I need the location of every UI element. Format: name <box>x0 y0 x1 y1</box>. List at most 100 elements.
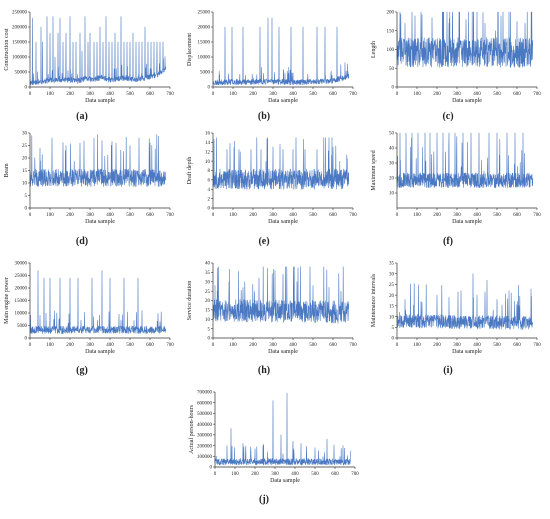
y-tick-label: 5 <box>208 327 211 332</box>
y-tick-label: 200000 <box>197 444 213 449</box>
x-axis-label: Data sample <box>268 219 298 225</box>
y-tick-label: 0 <box>25 86 28 91</box>
x-tick-label: 0 <box>29 343 32 348</box>
y-tick-label: 25 <box>205 290 211 295</box>
y-axis-label: Main engine power <box>4 277 10 324</box>
y-tick-label: 14 <box>205 141 211 146</box>
y-tick-label: 30000 <box>15 262 28 267</box>
y-tick-label: 25000 <box>15 274 28 279</box>
x-tick-label: 300 <box>453 343 461 348</box>
x-tick-label: 100 <box>229 213 237 218</box>
x-tick-label: 400 <box>289 213 297 218</box>
x-tick-label: 500 <box>493 213 501 218</box>
y-axis-label: Construction cost <box>4 28 10 70</box>
y-tick-label: 2 <box>208 197 211 202</box>
panel-label: (f) <box>443 236 453 247</box>
panel-label: (g) <box>76 365 88 376</box>
y-tick-label: 30 <box>389 272 395 277</box>
x-tick-label: 600 <box>513 213 521 218</box>
x-tick-label: 100 <box>229 92 237 97</box>
y-tick-label: 25000 <box>198 11 211 16</box>
y-axis-label: Service duration <box>187 281 193 321</box>
x-tick-label: 700 <box>349 92 357 97</box>
x-tick-label: 100 <box>413 213 421 218</box>
x-axis-label: Data sample <box>85 98 115 104</box>
x-tick-label: 200 <box>66 92 74 97</box>
y-tick-label: 0 <box>25 207 28 212</box>
x-tick-label: 700 <box>351 472 359 477</box>
y-tick-label: 6 <box>208 179 211 184</box>
x-tick-label: 400 <box>106 92 114 97</box>
x-tick-label: 300 <box>453 213 461 218</box>
panel-b: 0 100 200 300 400 500 600 700 0 5000 10000 15000 200… <box>187 11 357 122</box>
x-tick-label: 400 <box>289 343 297 348</box>
x-tick-label: 0 <box>29 92 32 97</box>
y-tick-label: 10 <box>22 182 28 187</box>
x-tick-label: 700 <box>349 213 357 218</box>
x-tick-label: 0 <box>396 343 399 348</box>
x-tick-label: 700 <box>166 92 174 97</box>
y-tick-label: 8 <box>208 169 211 174</box>
y-tick-label: 500000 <box>197 412 213 417</box>
panel-d: 0 100 200 300 400 500 600 700 0 5 10 15 20 25 30 Data s… <box>4 132 174 247</box>
y-tick-label: 300000 <box>197 434 213 439</box>
panel-label: (a) <box>76 111 88 122</box>
y-tick-label: 150000 <box>12 41 28 46</box>
panel-f: 0 100 200 300 400 500 600 700 10 20 30 40 50 Data sam… <box>371 132 541 247</box>
x-tick-label: 600 <box>329 92 337 97</box>
x-tick-label: 100 <box>229 343 237 348</box>
y-tick-label: 0 <box>208 337 211 342</box>
y-tick-label: 15000 <box>15 299 28 304</box>
x-tick-label: 100 <box>231 472 239 477</box>
x-axis-label: Data sample <box>452 219 482 225</box>
y-tick-label: 50000 <box>15 71 28 76</box>
panel-label: (b) <box>258 111 270 122</box>
x-tick-label: 600 <box>513 343 521 348</box>
x-tick-label: 700 <box>533 343 541 348</box>
y-tick-label: 20000 <box>198 26 211 31</box>
x-tick-label: 700 <box>533 92 541 97</box>
y-axis-label: Displacement <box>187 33 193 66</box>
x-axis-label: Data sample <box>268 98 298 104</box>
panel-label: (d) <box>76 236 88 247</box>
x-tick-label: 300 <box>271 472 279 477</box>
x-tick-label: 600 <box>146 92 154 97</box>
y-tick-label: 10 <box>389 192 395 197</box>
x-axis-label: Data sample <box>452 349 482 355</box>
series-line <box>214 392 352 466</box>
x-tick-label: 200 <box>433 92 441 97</box>
y-tick-label: 40 <box>205 262 211 267</box>
y-tick-label: 20000 <box>15 287 28 292</box>
x-tick-label: 500 <box>126 92 134 97</box>
x-tick-label: 500 <box>126 343 134 348</box>
y-tick-label: 400000 <box>197 423 213 428</box>
x-tick-label: 700 <box>166 343 174 348</box>
x-tick-label: 300 <box>269 343 277 348</box>
y-tick-label: 0 <box>25 337 28 342</box>
y-tick-label: 0 <box>208 207 211 212</box>
x-tick-label: 200 <box>249 343 257 348</box>
x-axis-label: Data sample <box>85 219 115 225</box>
y-tick-label: 15 <box>389 305 395 310</box>
y-tick-label: 15 <box>22 169 28 174</box>
x-tick-label: 0 <box>212 92 215 97</box>
panel-c: 0 100 200 300 400 500 600 700 0 50 100 150 200 Data s… <box>371 11 541 122</box>
x-tick-label: 300 <box>86 343 94 348</box>
y-axis-label: Maximum speed <box>371 150 377 190</box>
y-tick-label: 16 <box>205 132 211 137</box>
x-tick-label: 200 <box>249 92 257 97</box>
x-tick-label: 600 <box>146 343 154 348</box>
x-tick-label: 100 <box>413 92 421 97</box>
x-tick-label: 500 <box>126 213 134 218</box>
y-tick-label: 150 <box>387 29 395 34</box>
x-tick-label: 500 <box>493 92 501 97</box>
x-tick-label: 300 <box>453 92 461 97</box>
y-tick-label: 35 <box>205 271 211 276</box>
x-tick-label: 600 <box>329 343 337 348</box>
y-tick-label: 12 <box>205 150 211 155</box>
y-tick-label: 10 <box>389 315 395 320</box>
y-tick-label: 200 <box>387 11 395 16</box>
y-tick-label: 35 <box>389 262 395 267</box>
x-tick-label: 400 <box>473 343 481 348</box>
x-tick-label: 500 <box>311 472 319 477</box>
